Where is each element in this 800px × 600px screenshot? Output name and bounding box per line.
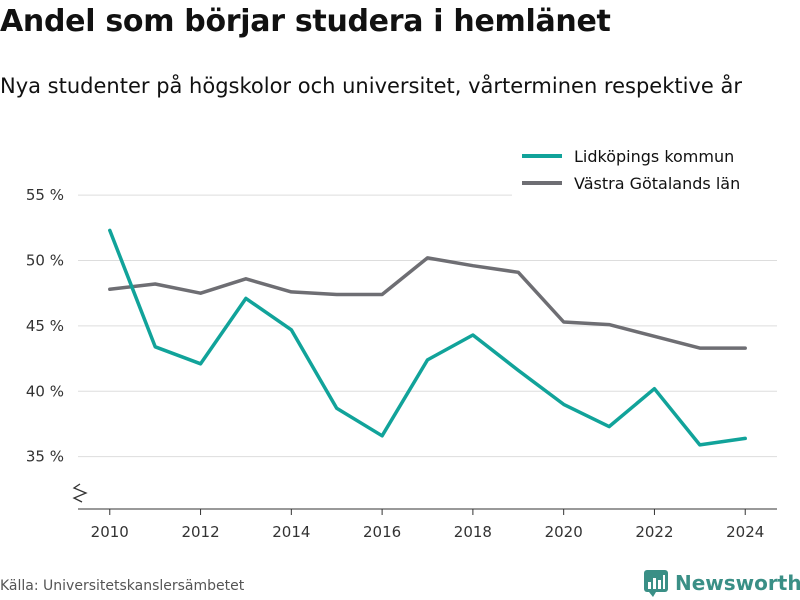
x-tick-label: 2018 <box>454 523 492 541</box>
x-tick-label: 2024 <box>726 523 764 541</box>
y-tick-label: 35 % <box>26 448 64 466</box>
y-axis: 35 % 40 % 45 % 50 % 55 % <box>26 186 64 466</box>
series-line-vastra-gotaland <box>108 256 747 350</box>
x-tick-label: 2022 <box>635 523 673 541</box>
brand-name: Newsworthy <box>675 571 800 595</box>
y-tick-label: 55 % <box>26 186 64 204</box>
axis-break-icon <box>72 483 88 503</box>
x-tick-label: 2014 <box>272 523 310 541</box>
newsworthy-icon <box>644 570 668 597</box>
x-tick-label: 2016 <box>363 523 401 541</box>
grid-lines <box>78 194 777 458</box>
chart-subtitle: Nya studenter på högskolor och universit… <box>0 74 742 98</box>
legend-label: Västra Götalands län <box>574 174 740 193</box>
x-tick-label: 2012 <box>181 523 219 541</box>
y-tick-label: 45 % <box>26 317 64 335</box>
source-note: Källa: Universitetskanslersämbetet <box>0 578 245 594</box>
chart-title: Andel som börjar studera i hemlänet <box>0 4 611 39</box>
legend: Lidköpings kommun Västra Götalands län <box>512 142 778 198</box>
y-tick-label: 50 % <box>26 251 64 269</box>
legend-label: Lidköpings kommun <box>574 147 734 166</box>
x-tick-label: 2020 <box>545 523 583 541</box>
legend-background <box>512 142 778 198</box>
x-axis: 2010 2012 2014 2016 2018 2020 2022 2024 <box>72 483 777 541</box>
series-lines <box>108 228 747 447</box>
brand-logo: Newsworthy <box>643 568 800 598</box>
y-tick-label: 40 % <box>26 382 64 400</box>
series-line-lidkoping <box>108 228 747 447</box>
x-tick-label: 2010 <box>91 523 129 541</box>
